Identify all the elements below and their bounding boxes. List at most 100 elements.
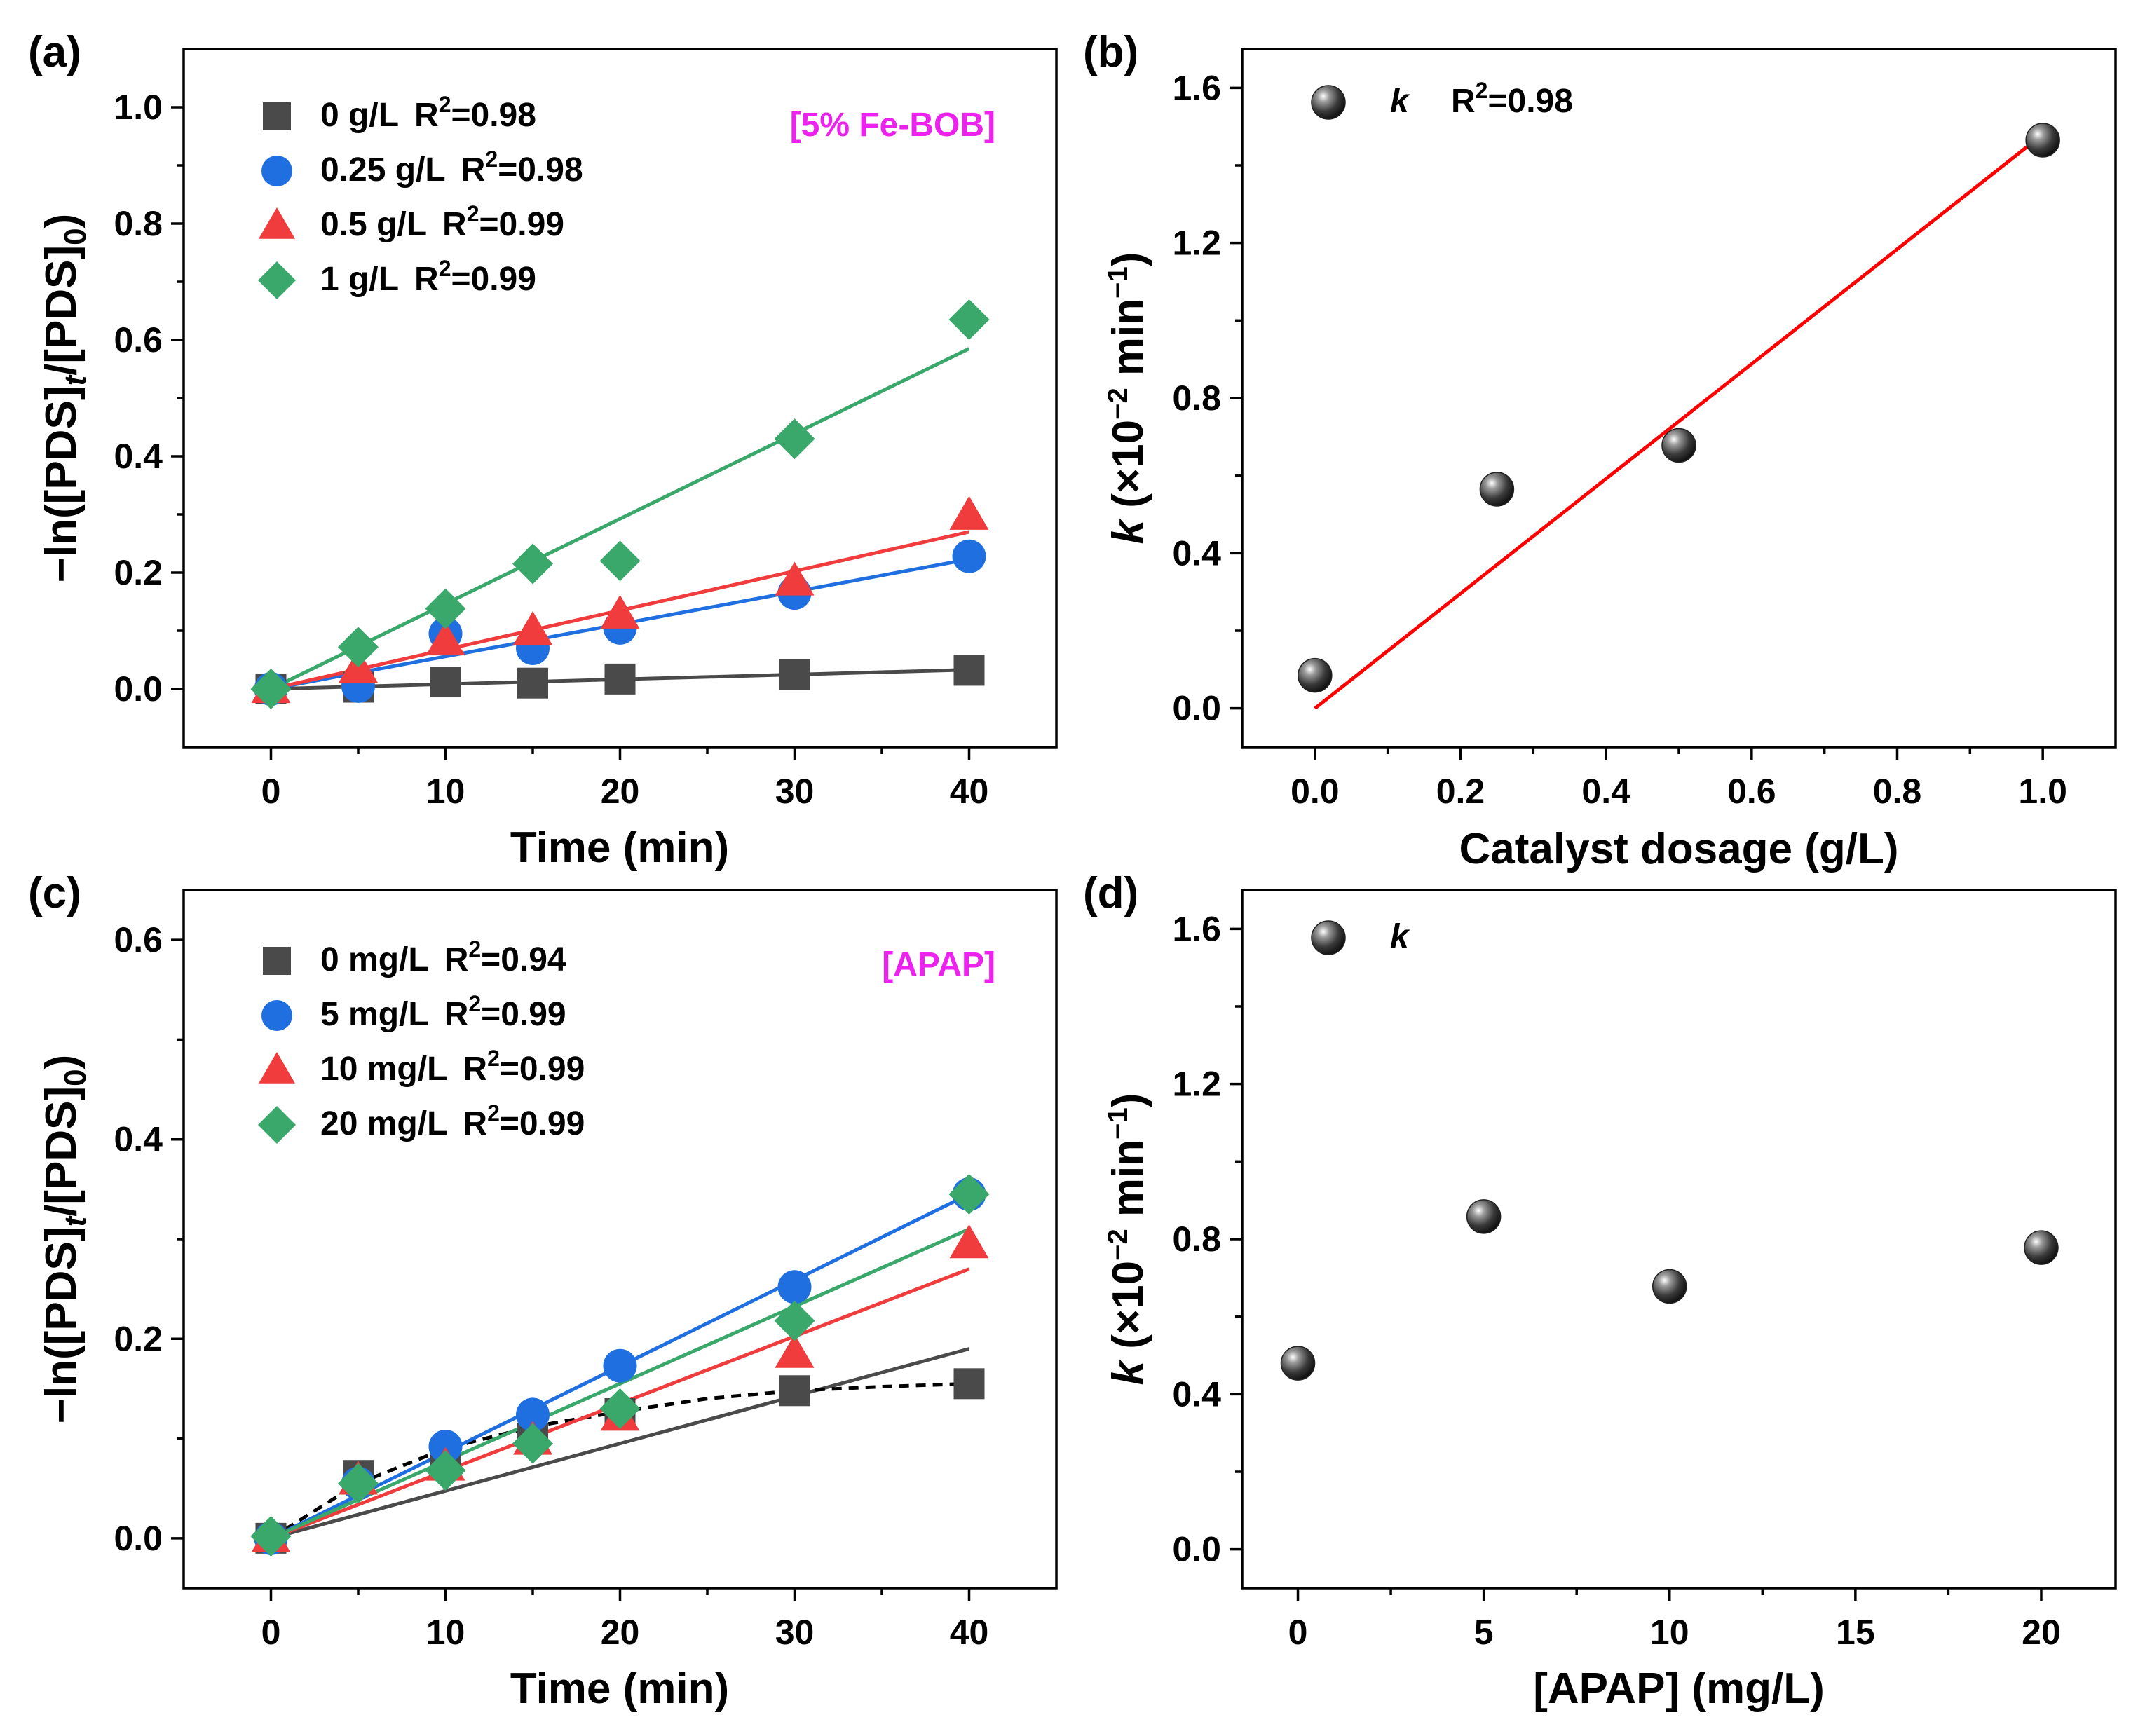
panel-a-label: (a) [28, 28, 81, 76]
panel-d-y-ticks: 0.0 0.4 0.8 1.2 1.6 [1172, 909, 1242, 1569]
panel-a-point-s3-5 [774, 418, 815, 460]
panel-a-legend-marker-3 [258, 261, 296, 299]
panel-a-y-tick-label: 0.2 [114, 553, 163, 592]
panel-c-x-tick-label: 0 [261, 1613, 281, 1652]
panel-d-data-points [1280, 1199, 2059, 1381]
panel-c-point-s0-5 [779, 1375, 810, 1407]
panel-b-legend-marker-0 [1311, 85, 1346, 120]
panel-b-x-tick-label: 1.0 [2018, 772, 2067, 811]
panel-a-x-ticks: 0 10 20 30 40 [261, 747, 989, 811]
panel-c-legend-label-3-r2: R [463, 1105, 487, 1142]
panel-c-point-s3-1 [338, 1463, 379, 1504]
panel-b-data-points [1298, 123, 2060, 693]
panel-a-x-tick-label: 0 [261, 772, 281, 811]
panel-a-legend-marker-2 [259, 207, 295, 239]
panel-a-point-s2-4 [600, 594, 640, 629]
panel-a-legend-label-2-series-name: 0.5 g/L [320, 206, 427, 243]
panel-b-y-ticks: 0.0 0.4 0.8 1.2 1.6 [1172, 68, 1242, 728]
panel-c-fit-line-3 [270, 1227, 970, 1540]
panel-c-point-s3-4 [599, 1388, 641, 1429]
panel-a-x-tick-label: 10 [426, 772, 465, 811]
panel-a-x-tick-label: 40 [950, 772, 989, 811]
panel-c-legend-label-3-series-name: 20 mg/L [320, 1105, 447, 1142]
panel-a-tag: [5% Fe-BOB] [790, 107, 995, 144]
panel-a-legend-label-2-r2: R [442, 206, 467, 243]
panel-a-legend: 0 g/L R2=0.980.25 g/L R2=0.980.5 g/L R2=0.9… [258, 92, 583, 299]
panel-c-x-tick-label: 10 [426, 1613, 465, 1652]
panel-a-y-tick-label: 1.0 [114, 88, 163, 127]
panel-b-linear-fit [1314, 132, 2044, 710]
panel-b-point-s0-3 [2025, 123, 2060, 158]
panel-c-legend-label-2-r2: R [463, 1051, 487, 1088]
panel-d: (d) 0 5 10 15 20 0.0 0.4 0.8 1.2 1.6 [APAP] (mg/… [1083, 869, 2117, 1713]
panel-b-y-tick-label: 0.8 [1172, 378, 1221, 418]
panel-c-point-s3-0 [250, 1516, 292, 1557]
panel-c-legend-label-0-series-name: 0 mg/L [320, 941, 429, 978]
panel-b-y-axis-title: k (×10−2 min−1) [1103, 252, 1152, 545]
panel-b-point-s0-0 [1298, 657, 1333, 693]
panel-a-point-s0-5 [779, 659, 810, 690]
panel-b-frame [1241, 48, 2117, 749]
panel-d-point-s0-0 [1280, 1346, 1316, 1381]
panel-a-y-tick-label: 0.0 [114, 669, 163, 709]
panel-a-x-axis-title: Time (min) [510, 823, 729, 872]
panel-d-y-tick-label: 0.8 [1172, 1219, 1221, 1259]
panel-a-data-points [250, 299, 990, 709]
panel-c-x-tick-label: 30 [775, 1613, 815, 1652]
panel-d-legend-label-0: k [1390, 918, 1410, 955]
panel-d-point-s0-1 [1466, 1199, 1502, 1234]
panel-d-legend-marker-0 [1311, 920, 1346, 955]
panel-c-fit-line-0 [270, 1347, 970, 1540]
panel-c-point-s2-6 [949, 1224, 989, 1259]
panel-a-legend-marker-0 [263, 102, 291, 130]
panel-c-legend-label-1: 5 mg/L R2=0.99 [320, 991, 566, 1033]
panel-a-legend-label-1-r2: R [461, 151, 486, 189]
panel-a-point-s2-6 [949, 495, 989, 530]
panel-a-point-s0-3 [517, 667, 548, 699]
panel-b-x-tick-label: 0.6 [1727, 772, 1776, 811]
panel-a-point-s0-2 [430, 667, 461, 698]
panel-a-legend-marker-1 [261, 156, 292, 186]
panel-c-legend-label-0: 0 mg/L R2=0.94 [320, 936, 566, 978]
panel-a-y-tick-label: 0.8 [114, 204, 163, 243]
panel-a-legend-label-0-series-name: 0 g/L [320, 97, 399, 134]
panel-b-fit-line [1314, 132, 2044, 710]
panel-c-point-s3-6 [948, 1173, 990, 1215]
panel-b-legend-label-0: k [1390, 83, 1410, 120]
panel-d-y-tick-label: 1.2 [1172, 1065, 1221, 1104]
panel-c: (c) 0 10 20 30 40 0.0 0.2 0.4 0.6 Time (min) −l… [28, 869, 1058, 1713]
panel-a-point-s3-4 [599, 540, 641, 582]
panel-d-y-tick-label: 0.4 [1172, 1374, 1221, 1414]
panel-b-x-tick-label: 0.0 [1291, 772, 1340, 811]
panel-c-x-tick-label: 20 [601, 1613, 640, 1652]
panel-c-point-s3-2 [425, 1450, 466, 1491]
panel-a-y-tick-label: 0.4 [114, 437, 163, 476]
panel-a-point-s1-6 [952, 539, 986, 573]
panel-b-legend-r2-0: R2=0.98 [1451, 78, 1573, 120]
panel-b-x-ticks: 0.0 0.2 0.4 0.6 0.8 1.0 [1291, 747, 2067, 811]
panel-b-x-axis-title: Catalyst dosage (g/L) [1459, 825, 1899, 873]
panel-c-legend-label-2: 10 mg/L R2=0.99 [320, 1046, 585, 1088]
panel-c-legend-label-1-r2: R [444, 996, 469, 1033]
panel-c-legend-label-0-r2: R [444, 941, 469, 978]
panel-a-fit-line-3 [270, 347, 970, 691]
panel-a-point-s0-6 [953, 655, 985, 686]
panel-a-point-s0-4 [604, 663, 636, 695]
panel-c-point-s2-5 [775, 1334, 815, 1368]
panel-d-x-tick-label: 15 [1836, 1613, 1875, 1652]
panel-b-point-s0-1 [1479, 472, 1515, 507]
panel-a-point-s3-0 [250, 669, 292, 709]
panel-c-point-s1-5 [777, 1270, 812, 1304]
panel-a-legend-label-0: 0 g/L R2=0.98 [320, 92, 536, 134]
panel-c-y-tick-label: 0.6 [114, 920, 163, 959]
panel-b-y-tick-label: 0.0 [1172, 689, 1221, 728]
panel-c-point-s1-4 [603, 1348, 637, 1383]
panel-d-x-ticks: 0 5 10 15 20 [1288, 1588, 2061, 1652]
panel-a-y-axis-title: −ln([PDS]t/[PDS]0) [37, 214, 93, 583]
panel-c-tag: [APAP] [882, 946, 995, 983]
panel-b: (b) 0.0 0.2 0.4 0.6 0.8 1.0 0.0 0.4 0.8 1.2 1.6 C… [1083, 28, 2117, 873]
panel-a-legend-label-2: 0.5 g/L R2=0.99 [320, 201, 564, 243]
panel-c-point-s0-6 [953, 1368, 985, 1400]
panel-a-point-s2-2 [425, 621, 465, 656]
panel-c-y-tick-label: 0.4 [114, 1120, 163, 1159]
